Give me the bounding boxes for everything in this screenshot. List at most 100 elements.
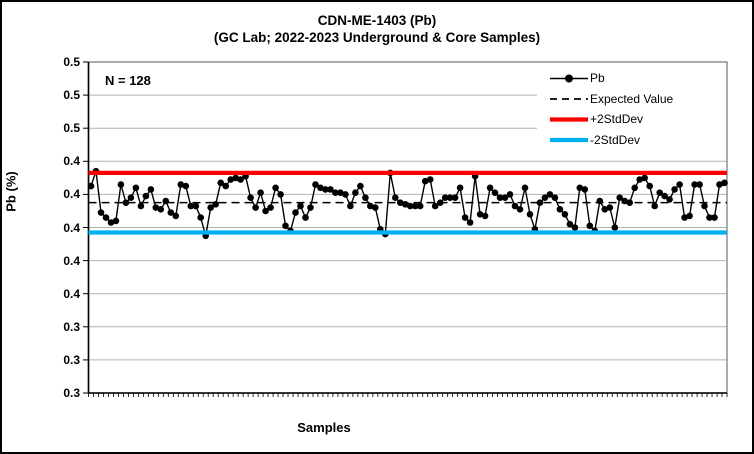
pb-data-point — [556, 206, 564, 213]
pb-data-point — [102, 214, 110, 221]
pb-data-point — [606, 204, 614, 211]
y-axis-title: Pb (%) — [3, 171, 19, 212]
pb-data-point — [197, 214, 204, 221]
pb-data-point — [142, 192, 150, 200]
pb-data-point — [392, 194, 399, 201]
pb-data-point — [646, 182, 653, 190]
pb-data-point — [247, 194, 254, 201]
legend-label-minus2stddev: -2StdDev — [590, 132, 641, 147]
sample-count-label: N = 128 — [105, 73, 151, 88]
pb-data-point — [711, 214, 718, 221]
pb-data-point — [282, 222, 289, 230]
pb-data-point — [601, 206, 609, 213]
pb-data-point — [686, 212, 693, 220]
pb-data-point — [157, 206, 165, 213]
pb-data-point — [127, 194, 135, 201]
pb-data-point — [506, 191, 514, 198]
pb-data-point — [706, 214, 713, 221]
legend-key-pb-marker-icon — [565, 74, 573, 83]
pb-data-point — [272, 184, 279, 192]
pb-data-point — [516, 206, 524, 213]
pb-data-point — [586, 222, 594, 230]
pb-data-point — [411, 202, 419, 210]
y-tick-label: 0.4 — [63, 154, 80, 169]
pb-data-point — [636, 176, 643, 183]
pb-data-point — [546, 191, 554, 198]
pb-data-point — [571, 224, 579, 231]
pb-data-point — [217, 179, 224, 187]
pb-data-point — [466, 219, 474, 226]
pb-data-point — [312, 181, 319, 188]
pb-data-point — [451, 194, 459, 201]
pb-data-point — [691, 181, 698, 188]
y-tick-label: 0.4 — [63, 187, 80, 202]
pb-data-point — [481, 212, 489, 220]
pb-data-point — [327, 186, 334, 193]
pb-data-point — [666, 196, 673, 203]
pb-data-point — [117, 181, 125, 188]
pb-data-point — [357, 182, 364, 190]
pb-data-point — [147, 186, 155, 193]
y-tick-label: 0.5 — [63, 121, 80, 136]
legend-label-plus2stddev: +2StdDev — [590, 112, 644, 126]
pb-data-point — [446, 194, 454, 201]
pb-data-point — [701, 202, 708, 210]
pb-data-point — [322, 186, 329, 193]
pb-data-point — [566, 220, 574, 228]
pb-data-point — [347, 202, 354, 210]
pb-data-point — [721, 179, 728, 187]
pb-data-point — [332, 189, 339, 196]
pb-data-point — [426, 176, 434, 183]
y-tick-label: 0.3 — [63, 319, 80, 334]
pb-data-point — [641, 174, 648, 182]
pb-data-point — [526, 211, 534, 218]
pb-data-point — [97, 209, 105, 216]
pb-data-point — [237, 176, 244, 183]
pb-data-point — [397, 199, 404, 206]
pb-data-point — [292, 209, 299, 216]
pb-data-point — [616, 194, 623, 201]
pb-data-point — [536, 199, 544, 206]
pb-data-point — [87, 182, 95, 190]
pb-data-point — [252, 204, 259, 211]
y-tick-label: 0.4 — [63, 286, 80, 301]
y-tick-label: 0.5 — [63, 55, 80, 69]
pb-data-point — [661, 192, 668, 200]
pb-data-point — [671, 186, 678, 193]
pb-data-point — [651, 202, 658, 210]
pb-data-point — [112, 217, 120, 225]
pb-data-point — [207, 204, 214, 211]
pb-data-point — [436, 199, 444, 206]
pb-data-point — [222, 182, 229, 190]
pb-data-point — [491, 189, 499, 196]
pb-data-point — [631, 184, 638, 192]
pb-data-point — [676, 181, 683, 188]
pb-data-point — [297, 202, 304, 210]
pb-data-point — [352, 189, 359, 196]
pb-data-point — [551, 194, 559, 201]
pb-data-point — [561, 211, 569, 218]
pb-data-point — [421, 177, 429, 185]
pb-data-point — [122, 199, 130, 206]
y-tick-label: 0.4 — [63, 253, 80, 268]
pb-data-point — [626, 199, 633, 206]
pb-data-point — [496, 194, 504, 201]
pb-data-point — [406, 202, 414, 210]
pb-data-point — [302, 214, 309, 221]
pb-data-point — [277, 191, 284, 198]
pb-data-point — [212, 201, 219, 208]
pb-data-point — [362, 194, 369, 201]
pb-data-point — [576, 184, 584, 192]
pb-data-point — [367, 202, 374, 210]
legend-label-expected-value: Expected Value — [590, 91, 674, 106]
pb-data-point — [227, 176, 234, 183]
pb-data-point — [187, 202, 195, 210]
pb-data-point — [267, 204, 274, 211]
pb-data-point — [337, 189, 344, 196]
pb-data-point — [172, 212, 180, 220]
pb-data-point — [137, 202, 145, 210]
pb-data-point — [257, 189, 264, 196]
pb-data-point — [596, 197, 604, 205]
pb-data-point — [696, 181, 703, 188]
